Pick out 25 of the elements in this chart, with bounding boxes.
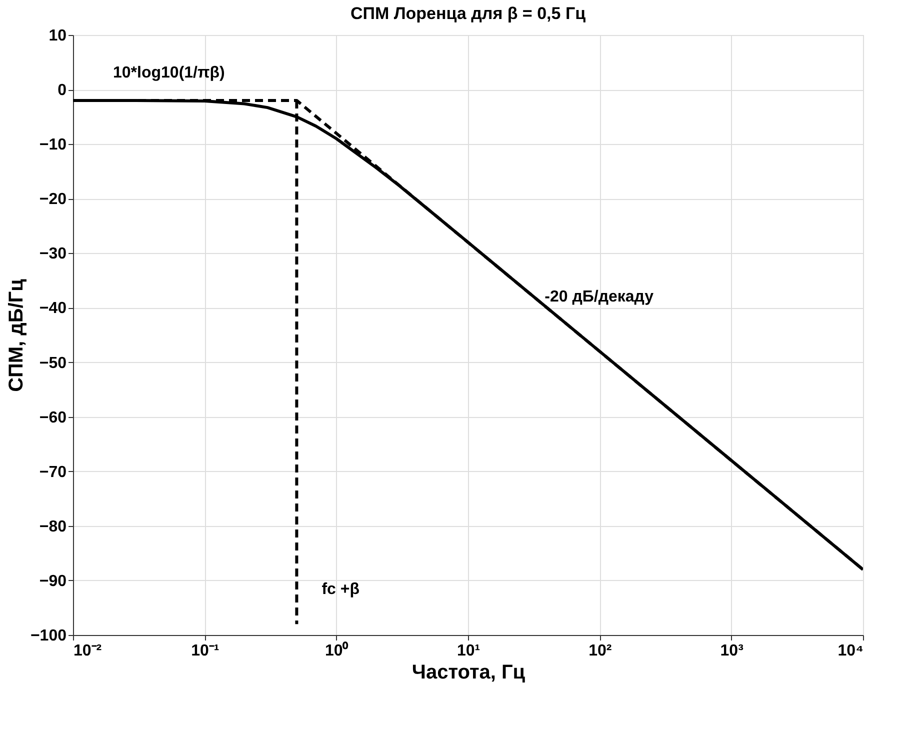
x-tick-label: 10² xyxy=(588,642,612,660)
y-tick-label: −60 xyxy=(39,409,67,426)
x-tick-label: 10⁻¹ xyxy=(191,642,220,660)
x-tick-label: 10¹ xyxy=(456,642,480,660)
annotation: 10*log10(1/πβ) xyxy=(113,64,225,82)
x-tick-label: 10³ xyxy=(720,642,744,660)
annotation: -20 дБ/декаду xyxy=(544,288,654,306)
chart-title: СПМ Лоренца для β = 0,5 Гц xyxy=(350,4,586,23)
x-tick-label: 10⁰ xyxy=(324,642,349,660)
y-tick-label: 10 xyxy=(48,28,67,44)
x-tick-label: 10⁴ xyxy=(838,642,864,660)
y-tick-label: −40 xyxy=(39,300,67,318)
y-tick-label: −70 xyxy=(39,464,67,481)
y-tick-label: −10 xyxy=(39,136,67,154)
x-tick-label: 10⁻² xyxy=(74,642,102,660)
y-axis-title: СПМ, дБ/Гц xyxy=(5,278,28,392)
y-tick-label: 0 xyxy=(58,82,67,100)
y-tick-label: −30 xyxy=(39,246,67,263)
annotation: fc +β xyxy=(322,581,360,598)
x-axis-title: Частота, Гц xyxy=(412,662,526,684)
y-tick-label: −20 xyxy=(39,191,67,208)
y-tick-label: −100 xyxy=(30,628,67,644)
y-tick-label: −50 xyxy=(39,354,67,372)
y-tick-label: −80 xyxy=(39,518,67,536)
y-tick-label: −90 xyxy=(39,572,67,590)
